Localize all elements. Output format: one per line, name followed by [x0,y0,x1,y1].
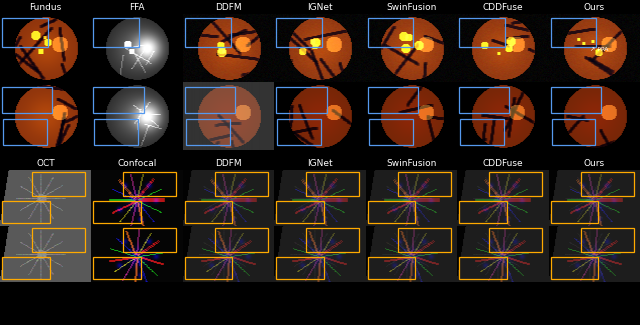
Bar [32,228,85,252]
Text: FFA: FFA [129,3,145,11]
Text: OCT: OCT [36,159,55,167]
Text: SwinFusion: SwinFusion [387,159,436,167]
Bar [185,201,232,223]
Text: Fundus: Fundus [29,3,62,11]
Bar [95,119,138,145]
Bar [550,201,598,223]
Bar [2,18,48,46]
Bar [277,119,321,145]
Bar [307,228,359,252]
Bar [276,18,322,46]
Bar [552,119,595,145]
Bar [276,201,324,223]
Bar [93,87,144,113]
Bar [580,172,634,196]
Bar [2,87,52,113]
Bar [93,18,139,46]
Bar [368,18,413,46]
Bar [307,172,359,196]
Bar [32,172,85,196]
Bar [397,172,451,196]
Bar [459,87,509,113]
Bar [215,172,268,196]
Bar [185,87,235,113]
Bar [460,119,504,145]
Text: DDFM: DDFM [215,3,242,11]
Text: CDDFuse: CDDFuse [483,3,523,11]
Bar [489,172,542,196]
Bar [397,228,451,252]
Text: IGNet: IGNet [307,159,333,167]
Bar [0,150,640,156]
Bar [93,257,141,279]
Bar [2,257,49,279]
Bar [369,119,413,145]
Text: Ours: Ours [584,159,605,167]
Bar [2,201,49,223]
Text: SwinFusion: SwinFusion [387,3,436,11]
Bar [459,257,507,279]
Bar [276,257,324,279]
Bar [489,228,542,252]
Text: ↗ PPA: ↗ PPA [590,47,609,52]
Text: Ours: Ours [584,3,605,11]
Bar [215,228,268,252]
Text: Confocal: Confocal [118,159,157,167]
Bar [459,201,507,223]
Bar [580,228,634,252]
Bar [459,18,505,46]
Bar [93,201,141,223]
Bar [368,201,415,223]
Bar [186,119,230,145]
Bar [368,257,415,279]
Bar [185,18,230,46]
Bar [276,87,326,113]
Bar [550,87,601,113]
Bar [124,228,177,252]
Bar [550,18,596,46]
Bar [550,257,598,279]
Bar [368,87,418,113]
Bar [185,257,232,279]
Text: IGNet: IGNet [307,3,333,11]
Text: CDDFuse: CDDFuse [483,159,523,167]
Bar [3,119,47,145]
Text: DDFM: DDFM [215,159,242,167]
Bar [124,172,177,196]
